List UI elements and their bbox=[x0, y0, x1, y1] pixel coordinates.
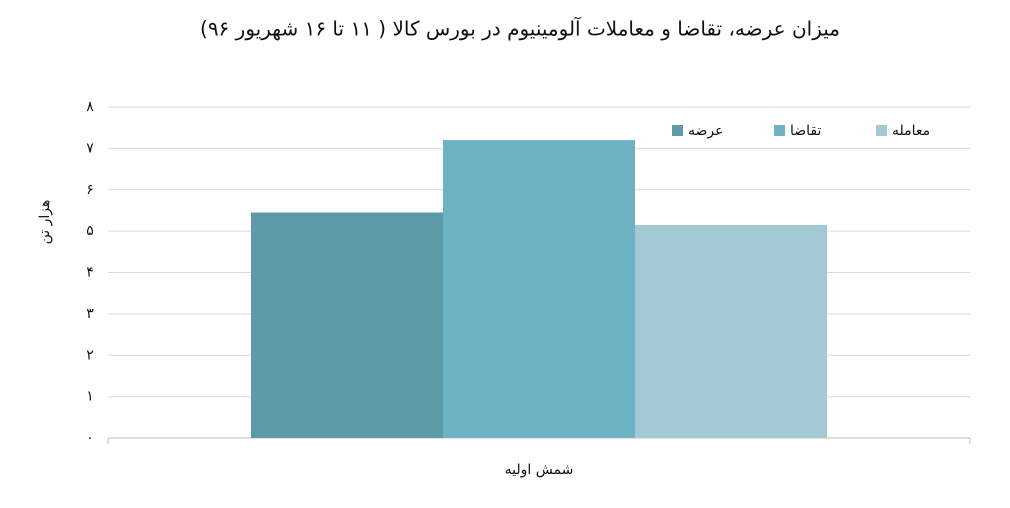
y-tick-label: ۸ bbox=[86, 99, 94, 115]
legend-label: عرضه bbox=[688, 123, 723, 139]
bar bbox=[635, 224, 827, 438]
legend-label: تقاضا bbox=[790, 123, 822, 139]
y-tick-label: ۲ bbox=[86, 347, 94, 363]
y-tick-label: ۴ bbox=[86, 265, 94, 281]
legend-swatch bbox=[774, 125, 785, 136]
bar bbox=[443, 140, 635, 438]
legend-label: معامله bbox=[892, 123, 930, 139]
y-tick-label: ۳ bbox=[86, 306, 94, 322]
y-tick-label: ۰ bbox=[86, 430, 94, 446]
y-tick-label: ۱ bbox=[86, 389, 94, 405]
legend-swatch bbox=[876, 125, 887, 136]
y-axis-label: هزار تن bbox=[37, 200, 53, 245]
y-tick-label: ۷ bbox=[86, 140, 94, 156]
y-tick-label: ۶ bbox=[86, 182, 94, 198]
x-tick-label: شمش اولیه bbox=[505, 462, 574, 478]
chart-title: میزان عرضه، تقاضا و معاملات آلومینیوم در… bbox=[200, 16, 840, 41]
y-tick-label: ۵ bbox=[86, 223, 94, 239]
legend-swatch bbox=[672, 125, 683, 136]
bar bbox=[251, 212, 443, 438]
